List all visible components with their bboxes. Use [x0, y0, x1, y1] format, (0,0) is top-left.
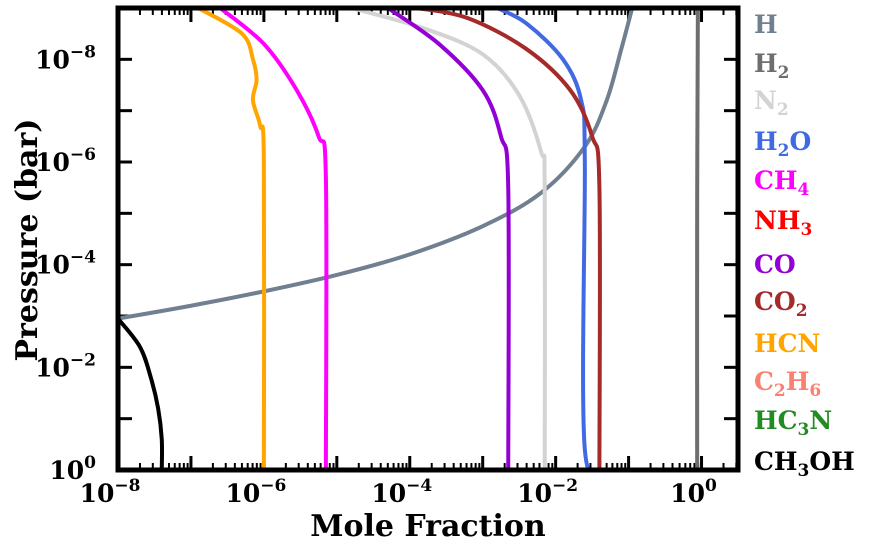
legend-item-h2o: H2​O	[754, 127, 811, 161]
legend: H H2​N2​ H2​O CH4​ NH3​ CO CO2​ HCN C2​H6​ HC3​N C…	[754, 10, 855, 481]
series-line-n2	[349, 8, 547, 470]
y-tick-label: 10−8	[35, 42, 96, 74]
legend-item-h: H	[754, 10, 778, 39]
series-lines	[118, 8, 700, 470]
y-tick-label: 10−4	[35, 248, 96, 280]
x-tick-label: 10−6	[225, 476, 286, 508]
axis-ticks	[116, 6, 738, 472]
legend-item-co: CO	[754, 250, 796, 279]
x-axis-title: Mole Fraction	[310, 509, 546, 544]
y-tick-label: 100	[49, 453, 96, 485]
series-line-hcn	[196, 8, 267, 470]
plot-frame	[115, 5, 741, 473]
x-tick-label: 100	[670, 476, 717, 508]
series-line-h2o	[495, 8, 613, 470]
legend-item-nh3: NH3​	[754, 206, 812, 240]
legend-item-hcn: HCN	[754, 329, 820, 358]
series-line-co2	[415, 8, 602, 470]
y-axis-title: Pressure (bar)	[10, 119, 45, 362]
series-line-ch3oh	[118, 316, 165, 470]
x-tick-label: 10−4	[371, 476, 432, 508]
series-line-h	[118, 8, 635, 321]
legend-item-ch3oh: CH3​OH	[754, 447, 855, 481]
series-line-ch4	[218, 8, 329, 470]
legend-item-co2: CO2​	[754, 287, 808, 321]
x-tick-label: 10−8	[80, 476, 141, 508]
y-tick-label: 10−6	[35, 145, 96, 177]
legend-item-hc3n: HC3​N	[754, 406, 832, 440]
series-line-h2	[695, 8, 700, 470]
legend-item-c2h6: C2​H6​	[754, 367, 821, 401]
x-tick-label: 10−2	[517, 476, 578, 508]
y-tick-label: 10−2	[35, 350, 96, 382]
legend-item-ch4: CH4​	[754, 166, 810, 200]
series-line-co	[385, 8, 511, 470]
legend-item-n2: N2​	[754, 86, 789, 120]
legend-item-h2: H2​	[754, 49, 789, 83]
